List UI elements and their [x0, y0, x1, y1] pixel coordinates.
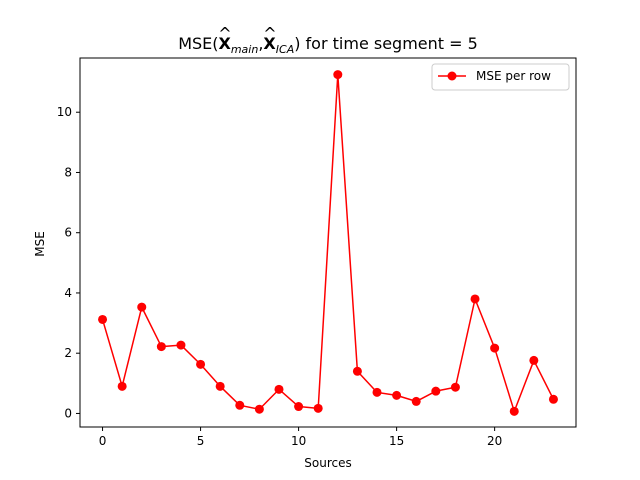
plot-frame	[79, 57, 577, 428]
y-axis-label: MSE	[33, 231, 47, 257]
x-tick-label: 20	[487, 434, 502, 448]
x-tick-label: 0	[99, 434, 107, 448]
data-point	[509, 406, 519, 416]
x-tick-label: 10	[291, 434, 306, 448]
data-point	[274, 384, 284, 394]
data-point	[137, 302, 147, 312]
x-axis-ticks: 0 5 10 15 20	[99, 427, 502, 448]
data-point	[196, 359, 206, 369]
y-tick-label: 2	[64, 346, 72, 360]
y-tick-label: 8	[64, 165, 72, 179]
chart-title: MSE(Xmain,XICA) for time segment = 5	[178, 34, 478, 56]
data-point	[470, 294, 480, 304]
data-point	[313, 403, 323, 413]
x-tick-label: 5	[197, 434, 205, 448]
data-point	[392, 390, 402, 400]
data-point	[411, 396, 421, 406]
data-point	[372, 387, 382, 397]
data-point	[176, 340, 186, 350]
legend-series-label: MSE per row	[476, 69, 551, 83]
series-layer	[98, 70, 558, 416]
y-tick-label: 6	[64, 226, 72, 240]
x-tick-label: 15	[389, 434, 404, 448]
y-tick-label: 4	[64, 286, 72, 300]
data-point	[254, 404, 264, 414]
data-point	[294, 402, 304, 412]
data-point	[98, 314, 108, 324]
legend-marker-swatch	[447, 71, 457, 81]
data-point	[117, 381, 127, 391]
plot-area	[79, 57, 577, 428]
data-point	[490, 343, 500, 353]
legend: MSE per row	[431, 63, 570, 91]
title-hat-1: ^	[218, 24, 231, 43]
data-point	[450, 382, 460, 392]
x-axis-label: Sources	[304, 456, 351, 470]
data-point	[548, 394, 558, 404]
data-point	[333, 70, 343, 80]
data-point	[235, 400, 245, 410]
y-tick-label: 0	[64, 406, 72, 420]
y-axis-ticks: 0 2 4 6 8 10	[57, 105, 80, 420]
legend-frame	[431, 63, 570, 91]
data-point	[529, 355, 539, 365]
data-point	[215, 381, 225, 391]
y-tick-label: 10	[57, 105, 72, 119]
data-point	[431, 386, 441, 396]
data-point	[352, 366, 362, 376]
title-hat-2: ^	[263, 24, 276, 43]
data-point	[156, 342, 166, 352]
